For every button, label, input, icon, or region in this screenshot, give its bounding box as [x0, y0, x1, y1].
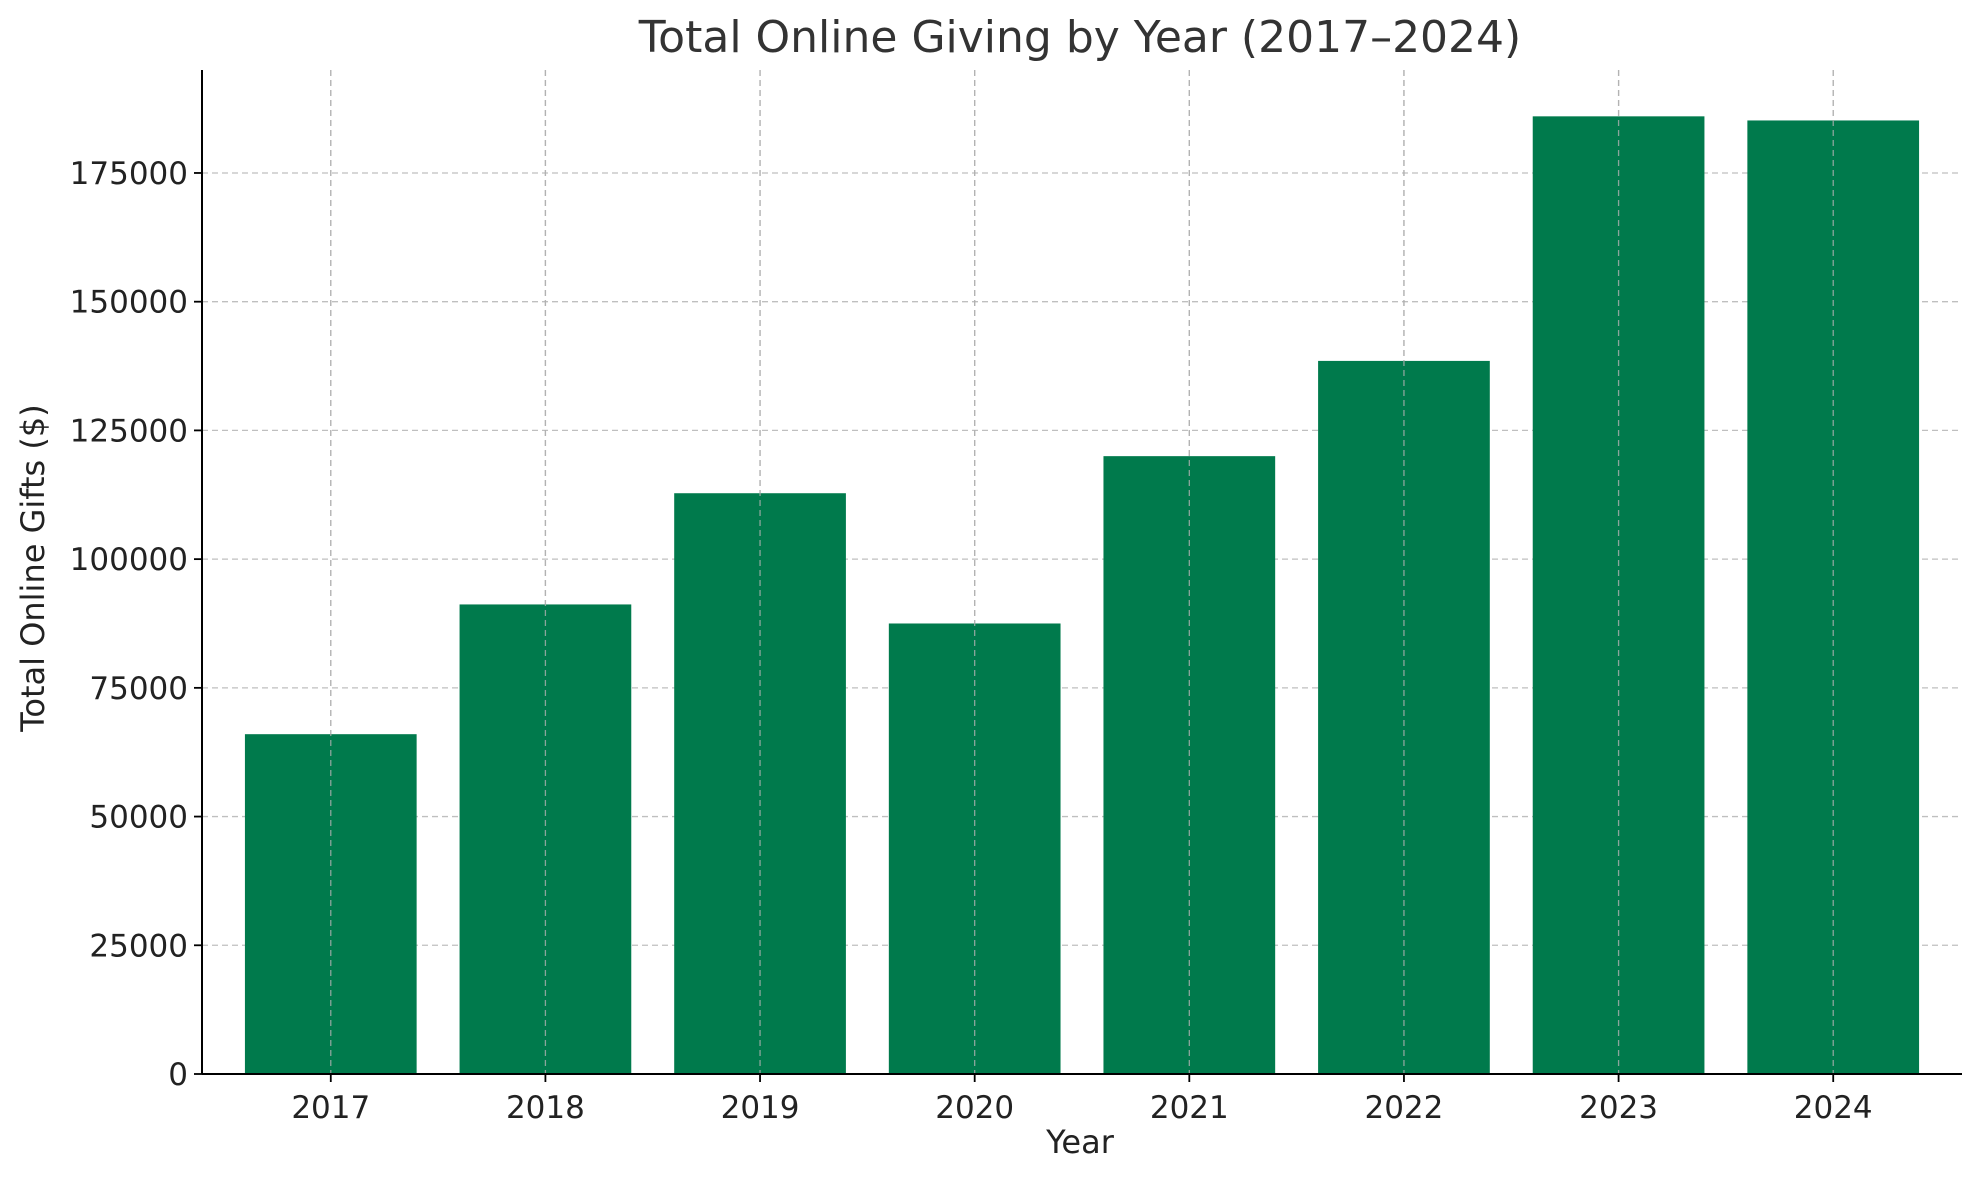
y-tick-label: 125000	[70, 413, 188, 449]
x-tick-label: 2021	[1150, 1090, 1229, 1126]
x-tick-label: 2018	[506, 1090, 585, 1126]
axes	[201, 70, 1962, 1075]
bar-2022	[1318, 360, 1490, 1074]
x-tick-label: 2020	[935, 1090, 1014, 1126]
y-tick-label: 0	[168, 1057, 188, 1093]
x-axis-title: Year	[1045, 1123, 1115, 1161]
x-tick-label: 2023	[1579, 1090, 1658, 1126]
x-tick-label: 2022	[1364, 1090, 1443, 1126]
chart-title: Total Online Giving by Year (2017–2024)	[638, 12, 1521, 63]
x-tick-label: 2019	[721, 1090, 800, 1126]
y-tick-label: 100000	[70, 542, 188, 578]
ticks: 0 25000 50000 75000 100000 125000 150000 175000…	[70, 156, 1873, 1126]
y-axis-title: Total Online Gifts ($)	[14, 404, 52, 732]
y-tick-label: 50000	[89, 800, 188, 836]
y-tick-label: 75000	[89, 671, 188, 707]
y-tick-label: 175000	[70, 156, 188, 192]
x-tick-label: 2024	[1794, 1090, 1873, 1126]
y-tick-label: 25000	[89, 928, 188, 964]
bars	[244, 70, 1920, 1075]
x-tick-label: 2017	[291, 1090, 370, 1126]
bar-2020	[888, 623, 1061, 1074]
y-tick-label: 150000	[70, 285, 188, 321]
